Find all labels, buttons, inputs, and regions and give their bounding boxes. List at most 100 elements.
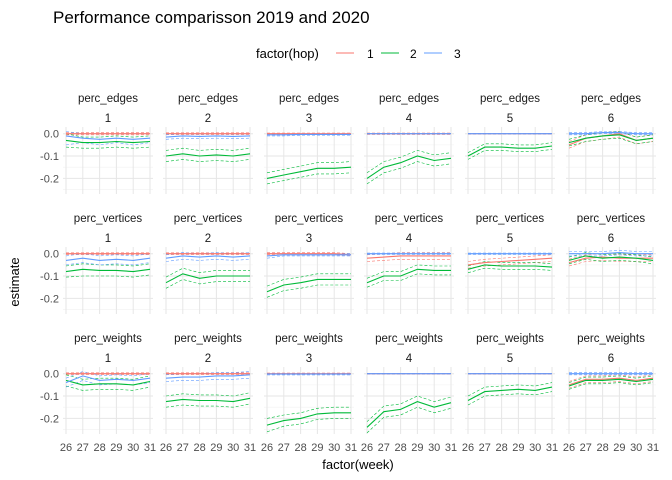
x-tick-label: 26 bbox=[160, 442, 172, 454]
facet-strip-row-label: perc_edges bbox=[178, 93, 238, 105]
x-axis-title: factor(week) bbox=[322, 457, 394, 472]
x-tick-label: 26 bbox=[462, 442, 474, 454]
ci-upper-hop-3 bbox=[65, 371, 151, 379]
series-line-hop-2 bbox=[366, 401, 452, 428]
panel-perc_vertices-1: perc_vertices 1 0.0 -0.1 -0.2 bbox=[40, 213, 153, 314]
facet-strip-col-label: 4 bbox=[406, 113, 413, 125]
ci-lower-hop-1 bbox=[366, 258, 451, 262]
facet-strip-col-label: 6 bbox=[608, 353, 614, 365]
y-tick-label: -0.1 bbox=[40, 271, 59, 283]
x-tick-label: 28 bbox=[596, 442, 608, 454]
series-line-hop-2 bbox=[266, 412, 351, 426]
series-line-hop-2 bbox=[266, 166, 352, 179]
series-line-hop-1 bbox=[568, 377, 654, 386]
x-tick-label: 29 bbox=[411, 442, 423, 454]
chart-title: Performance comparisson 2019 and 2020 bbox=[53, 8, 370, 27]
x-tick-label: 28 bbox=[495, 442, 507, 454]
ci-lower-hop-2 bbox=[568, 137, 654, 147]
ci-upper-hop-3 bbox=[569, 249, 653, 252]
facet-strip-col-label: 6 bbox=[608, 233, 614, 245]
ci-lower-hop-3 bbox=[266, 255, 351, 259]
y-tick-label: -0.2 bbox=[40, 293, 59, 305]
x-tick-label: 30 bbox=[127, 442, 139, 454]
ci-upper-hop-2 bbox=[467, 382, 553, 397]
ci-upper-hop-2 bbox=[266, 273, 351, 287]
ci-lower-hop-2 bbox=[467, 267, 553, 273]
ci-lower-hop-2 bbox=[266, 284, 351, 298]
legend-key-hop-2: 2 bbox=[381, 47, 417, 61]
ci-upper-hop-1 bbox=[568, 374, 654, 382]
facet-strip-row-label: perc_vertices bbox=[476, 213, 545, 225]
facet-strip-col-label: 4 bbox=[406, 353, 413, 365]
facet-strip-row-label: perc_edges bbox=[581, 93, 641, 105]
ci-upper-hop-2 bbox=[568, 375, 654, 383]
series-line-hop-2 bbox=[568, 134, 654, 144]
series-line-hop-2 bbox=[165, 397, 251, 403]
panel-perc_vertices-6: perc_vertices 6 bbox=[566, 213, 656, 314]
x-tick-label: 31 bbox=[244, 442, 256, 454]
series-line-hop-2 bbox=[467, 386, 553, 401]
panel-perc_edges-3: perc_edges 3 bbox=[264, 93, 354, 194]
ci-lower-hop-3 bbox=[165, 258, 251, 262]
ci-lower-hop-2 bbox=[165, 279, 250, 289]
panel-perc_weights-5: perc_weights 5 26 27 28 29 30 31 bbox=[462, 333, 558, 454]
ci-upper-hop-1 bbox=[366, 252, 451, 256]
panel-perc_weights-4: perc_weights 4 26 27 28 29 30 31 bbox=[361, 333, 457, 454]
ci-lower-hop-3 bbox=[165, 137, 251, 140]
x-tick-label: 27 bbox=[177, 442, 189, 454]
series-line-hop-3 bbox=[65, 257, 151, 261]
ci-upper-hop-2 bbox=[165, 267, 250, 278]
x-tick-label: 27 bbox=[378, 442, 390, 454]
ci-lower-hop-2 bbox=[568, 382, 654, 390]
x-tick-label: 27 bbox=[580, 442, 592, 454]
facet-strip-row-label: perc_vertices bbox=[375, 213, 444, 225]
x-tick-label: 30 bbox=[630, 442, 642, 454]
series-line-hop-2 bbox=[568, 378, 654, 387]
facet-strip-row-label: perc_vertices bbox=[275, 213, 344, 225]
series-line-hop-2 bbox=[467, 145, 553, 157]
facet-strip-col-label: 6 bbox=[608, 113, 614, 125]
ci-upper-hop-2 bbox=[366, 150, 452, 174]
x-tick-label: 31 bbox=[647, 442, 659, 454]
panel-perc_weights-3: perc_weights 3 26 27 28 29 30 31 bbox=[261, 333, 357, 454]
x-tick-label: 26 bbox=[261, 442, 273, 454]
ci-upper-hop-2 bbox=[568, 252, 654, 258]
series-line-hop-1 bbox=[267, 253, 352, 256]
ci-lower-hop-2 bbox=[65, 146, 151, 149]
facet-strip-row-label: perc_weights bbox=[74, 333, 142, 345]
y-tick-label: -0.1 bbox=[40, 151, 59, 163]
ci-upper-hop-3 bbox=[65, 253, 151, 257]
ci-lower-hop-2 bbox=[467, 149, 553, 160]
series-line-hop-3 bbox=[569, 132, 653, 135]
facet-strip-col-label: 2 bbox=[205, 113, 211, 125]
x-tick-label: 30 bbox=[529, 442, 541, 454]
x-tick-label: 29 bbox=[311, 442, 323, 454]
ci-upper-hop-2 bbox=[65, 263, 151, 267]
facet-strip-col-label: 2 bbox=[205, 353, 211, 365]
facet-strip-row-label: perc_weights bbox=[375, 333, 443, 345]
panel-perc_weights-6: perc_weights 6 26 27 28 29 30 31 bbox=[563, 333, 659, 454]
panel-perc_edges-4: perc_edges 4 bbox=[364, 93, 454, 194]
ci-upper-hop-2 bbox=[366, 264, 451, 279]
ci-lower-hop-2 bbox=[266, 172, 352, 185]
panel-perc_vertices-2: perc_vertices 2 bbox=[163, 213, 253, 314]
panel-perc_edges-1: perc_edges 1 0.0 -0.1 -0.2 bbox=[40, 93, 153, 194]
ci-upper-hop-2 bbox=[467, 261, 553, 267]
panel-perc_edges-2: perc_edges 2 bbox=[163, 93, 253, 194]
facet-strip-row-label: perc_weights bbox=[275, 333, 343, 345]
series-line-hop-2 bbox=[366, 155, 452, 179]
facet-strip-col-label: 3 bbox=[306, 233, 312, 245]
x-tick-label: 27 bbox=[479, 442, 491, 454]
y-tick-label: -0.2 bbox=[40, 413, 59, 425]
facet-strip-col-label: 4 bbox=[406, 233, 413, 245]
ci-upper-hop-2 bbox=[65, 374, 151, 380]
ci-lower-hop-1 bbox=[467, 261, 553, 269]
x-tick-label: 27 bbox=[77, 442, 89, 454]
ci-lower-hop-3 bbox=[165, 377, 251, 382]
ci-upper-hop-3 bbox=[569, 131, 653, 133]
facet-strip-col-label: 1 bbox=[105, 113, 111, 125]
series-line-hop-3 bbox=[569, 252, 653, 255]
x-tick-label: 28 bbox=[294, 442, 306, 454]
facet-strip-row-label: perc_vertices bbox=[577, 213, 646, 225]
facet-strip-row-label: perc_edges bbox=[379, 93, 439, 105]
